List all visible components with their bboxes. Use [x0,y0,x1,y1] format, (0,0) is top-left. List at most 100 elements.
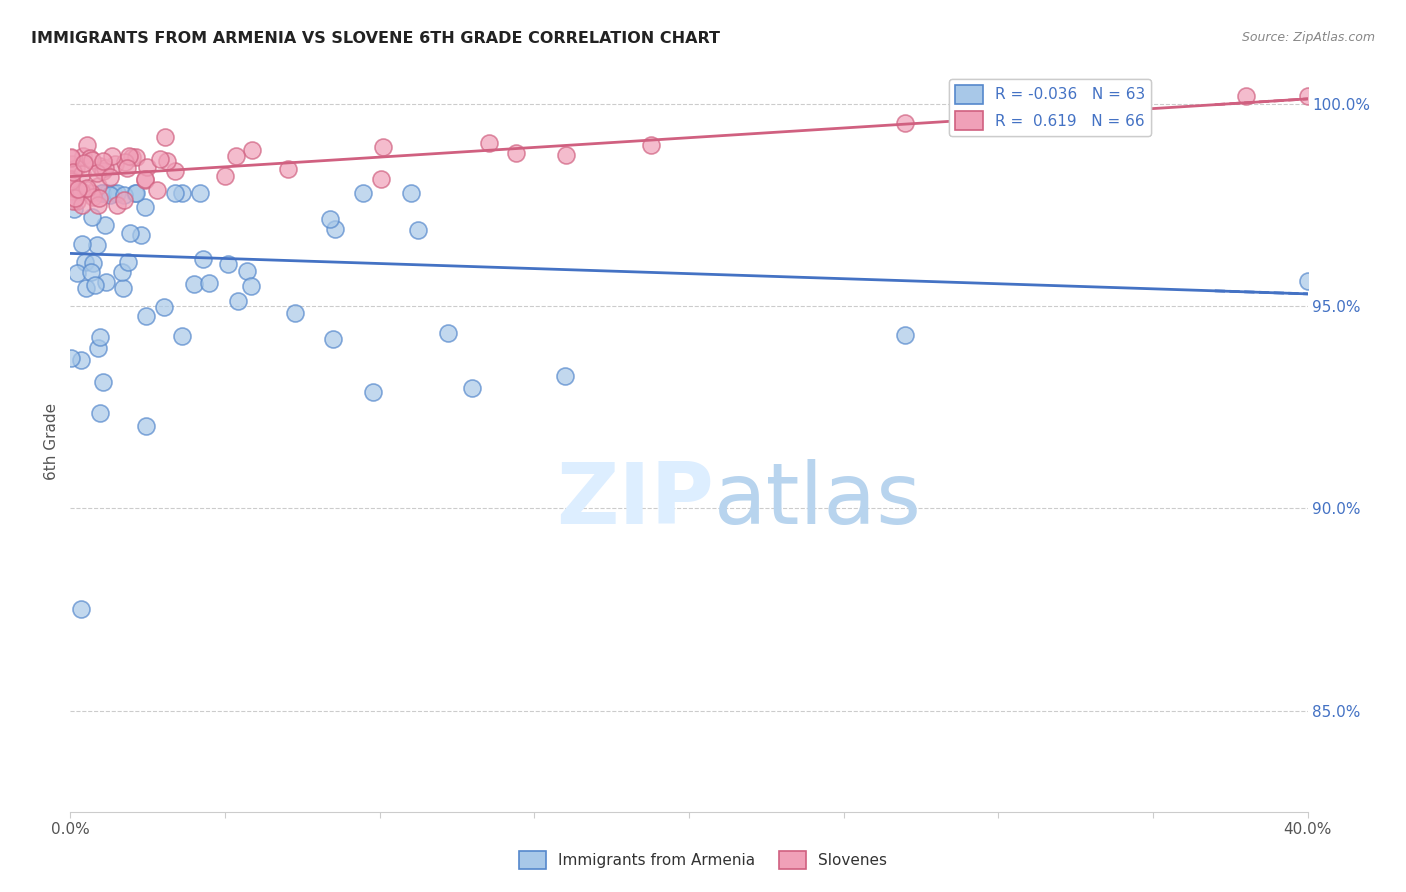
Point [96,275,118,289]
Point [73,255,96,269]
Point [62,202,84,216]
Point [72,237,94,252]
Point [134,172,156,186]
Point [406,223,429,237]
Point [1234,88,1257,103]
Legend: Immigrants from Armenia, Slovenes: Immigrants from Armenia, Slovenes [513,845,893,875]
Point [240,143,263,157]
Point [124,186,146,200]
Point [198,276,221,290]
Point [59,162,82,177]
Text: ZIP: ZIP [555,459,714,542]
Point [75,182,97,196]
Point [135,418,157,433]
Point [117,255,139,269]
Point [59,171,82,186]
Point [105,186,128,200]
Point [103,157,125,171]
Point [1296,274,1319,288]
Point [91,375,114,389]
Point [894,116,917,130]
Point [62,194,84,208]
Point [188,186,211,200]
Point [352,186,374,200]
Point [112,188,135,202]
Point [87,341,110,355]
Point [63,186,86,200]
Point [70,167,93,181]
Point [478,136,501,150]
Point [107,197,129,211]
Point [86,165,108,179]
Point [225,149,247,163]
Point [555,147,578,161]
Point [80,210,103,224]
Point [370,171,392,186]
Point [98,188,121,202]
Point [118,149,141,163]
Point [149,152,172,166]
Point [894,328,917,343]
Point [73,156,96,170]
Point [89,329,111,343]
Point [76,180,98,194]
Point [86,238,108,252]
Point [69,184,91,198]
Point [87,191,110,205]
Point [214,169,236,184]
Point [110,265,132,279]
Point [94,161,117,175]
Point [121,150,143,164]
Point [152,300,174,314]
Point [72,198,94,212]
Point [60,185,83,199]
Point [100,148,122,162]
Point [89,406,111,420]
Point [284,306,307,320]
Point [98,169,121,184]
Point [135,309,157,323]
Point [65,182,87,196]
Point [399,186,422,200]
Point [93,164,115,178]
Point [82,256,104,270]
Point [80,264,103,278]
Point [93,218,115,232]
Point [60,150,83,164]
Point [62,165,84,179]
Point [63,191,86,205]
Point [322,332,344,346]
Point [66,182,89,196]
Point [117,161,139,175]
Legend: R = -0.036   N = 63, R =  0.619   N = 66: R = -0.036 N = 63, R = 0.619 N = 66 [949,79,1152,136]
Point [170,186,193,200]
Point [87,179,110,194]
Point [60,152,83,166]
Point [84,277,107,292]
Point [145,182,167,196]
Point [91,154,114,169]
Point [640,138,662,153]
Point [554,369,576,384]
Point [66,266,89,280]
Y-axis label: 6th Grade: 6th Grade [44,403,59,480]
Point [217,256,239,270]
Point [112,281,135,295]
Point [134,200,156,214]
Point [165,164,187,178]
Point [75,281,97,295]
Point [114,155,136,169]
Point [65,161,87,176]
Point [226,293,249,308]
Point [72,149,94,163]
Point [66,194,89,209]
Point [91,186,114,200]
Point [505,146,527,161]
Point [134,172,156,186]
Point [62,186,84,200]
Point [129,227,152,242]
Point [82,189,104,203]
Point [79,151,101,165]
Point [86,198,108,212]
Point [437,326,460,340]
